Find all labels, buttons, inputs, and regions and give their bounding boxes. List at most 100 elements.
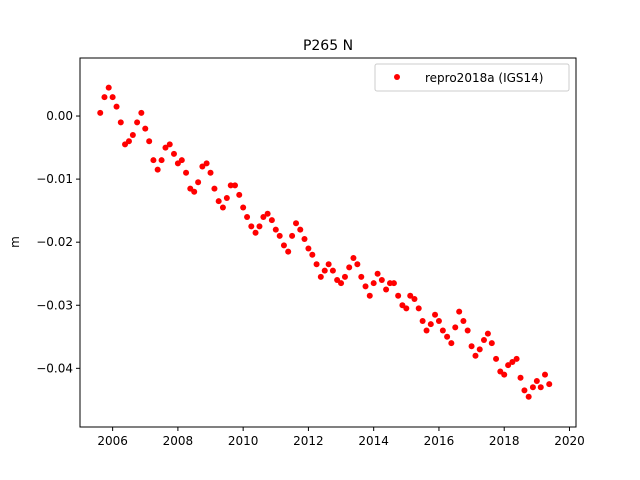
x-tick-label: 2012 <box>293 434 324 448</box>
data-point <box>374 270 381 277</box>
data-point <box>484 330 491 337</box>
data-point <box>480 336 487 343</box>
data-point <box>468 343 475 350</box>
data-point <box>525 393 532 400</box>
x-tick-label: 2018 <box>489 434 520 448</box>
data-point <box>472 352 479 359</box>
data-point <box>448 340 455 347</box>
data-point <box>183 169 190 176</box>
data-point <box>215 198 222 205</box>
data-point <box>456 308 463 315</box>
data-point <box>227 182 234 189</box>
data-point <box>313 261 320 268</box>
data-point <box>366 292 373 299</box>
data-point <box>203 160 210 167</box>
data-point <box>195 179 202 186</box>
data-point <box>354 261 361 268</box>
data-point <box>134 119 141 126</box>
data-point <box>317 273 324 280</box>
y-axis-title: m <box>8 236 22 248</box>
data-point <box>166 141 173 148</box>
data-point <box>460 318 467 325</box>
data-point <box>325 261 332 268</box>
y-tick-label: −0.03 <box>36 298 73 312</box>
data-point <box>240 204 247 211</box>
data-point <box>146 138 153 145</box>
data-point <box>427 321 434 328</box>
data-point <box>170 150 177 157</box>
data-point <box>439 327 446 334</box>
legend-marker <box>394 74 400 80</box>
data-point <box>476 346 483 353</box>
data-point <box>117 119 124 126</box>
data-point <box>411 295 418 302</box>
data-point <box>464 327 471 334</box>
data-point <box>293 220 300 227</box>
data-point <box>105 84 112 91</box>
plot-area <box>80 58 576 427</box>
data-point <box>341 273 348 280</box>
data-point <box>101 94 108 101</box>
data-point <box>407 292 414 299</box>
data-point <box>432 311 439 318</box>
data-point <box>142 125 149 132</box>
legend: repro2018a (IGS14) <box>374 63 570 92</box>
data-point <box>232 182 238 189</box>
x-tick-label: 2020 <box>554 434 585 448</box>
data-point <box>178 157 185 164</box>
chart-title: P265 N <box>303 38 353 54</box>
data-point <box>289 232 296 239</box>
data-point <box>529 384 536 391</box>
data-point <box>346 264 353 271</box>
data-point <box>285 248 292 255</box>
data-point <box>395 292 402 299</box>
data-point <box>129 131 136 138</box>
data-point <box>419 318 426 325</box>
y-tick-label: 0.00 <box>46 109 73 123</box>
data-point <box>252 229 259 236</box>
x-axis-ticks: 2006 2008 2010 2012 2014 2016 2018 2020 <box>97 427 585 448</box>
data-point <box>125 138 132 145</box>
data-point <box>199 163 206 170</box>
data-point <box>268 217 275 224</box>
data-point <box>244 213 251 220</box>
data-point <box>97 109 104 116</box>
data-point <box>150 157 157 164</box>
data-point <box>370 280 377 287</box>
data-point <box>162 144 169 151</box>
data-point <box>537 384 544 391</box>
data-point <box>309 251 316 258</box>
data-point <box>154 166 161 173</box>
data-point <box>219 204 226 211</box>
data-point <box>509 359 516 366</box>
data-point <box>390 280 397 287</box>
data-point <box>272 226 279 233</box>
x-tick-label: 2008 <box>163 434 194 448</box>
data-point <box>444 333 451 340</box>
data-point <box>383 286 390 293</box>
data-point <box>305 245 312 252</box>
data-point <box>517 374 524 381</box>
data-point <box>321 267 328 274</box>
data-point <box>362 283 369 290</box>
data-point <box>109 94 116 101</box>
y-tick-label: −0.04 <box>36 361 73 375</box>
data-point <box>211 185 218 192</box>
data-point <box>191 188 198 195</box>
data-point <box>505 362 512 369</box>
x-tick-label: 2016 <box>424 434 455 448</box>
data-point <box>350 254 357 261</box>
data-point <box>501 371 508 378</box>
data-point <box>358 273 365 280</box>
legend-box <box>374 63 570 92</box>
data-point <box>378 277 385 284</box>
data-point <box>452 324 459 331</box>
data-point <box>533 377 540 384</box>
data-point <box>488 340 495 347</box>
data-point <box>301 236 308 243</box>
data-point <box>542 371 548 378</box>
data-point <box>158 157 165 164</box>
data-point <box>264 210 271 217</box>
data-points-layer <box>97 84 553 400</box>
